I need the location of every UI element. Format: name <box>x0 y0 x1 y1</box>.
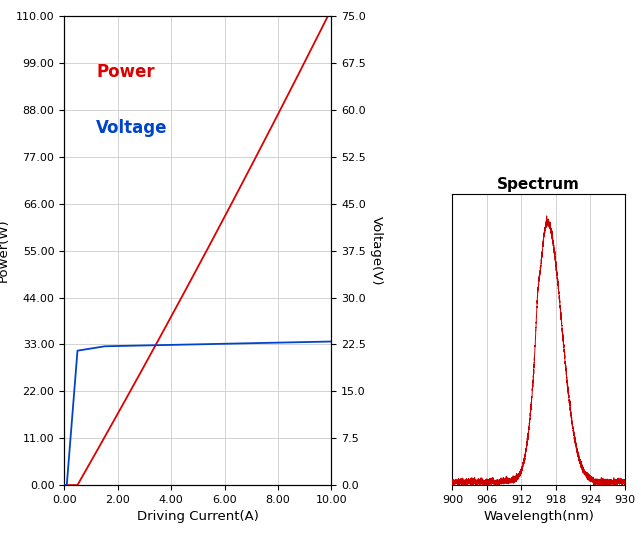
Text: Voltage: Voltage <box>96 120 168 137</box>
Y-axis label: Power(W): Power(W) <box>0 219 10 282</box>
Text: Power: Power <box>96 63 155 81</box>
Y-axis label: Voltage(V): Voltage(V) <box>370 216 383 285</box>
X-axis label: Driving Current(A): Driving Current(A) <box>137 510 259 523</box>
Title: Spectrum: Spectrum <box>497 177 580 192</box>
X-axis label: Wavelength(nm): Wavelength(nm) <box>483 510 594 523</box>
